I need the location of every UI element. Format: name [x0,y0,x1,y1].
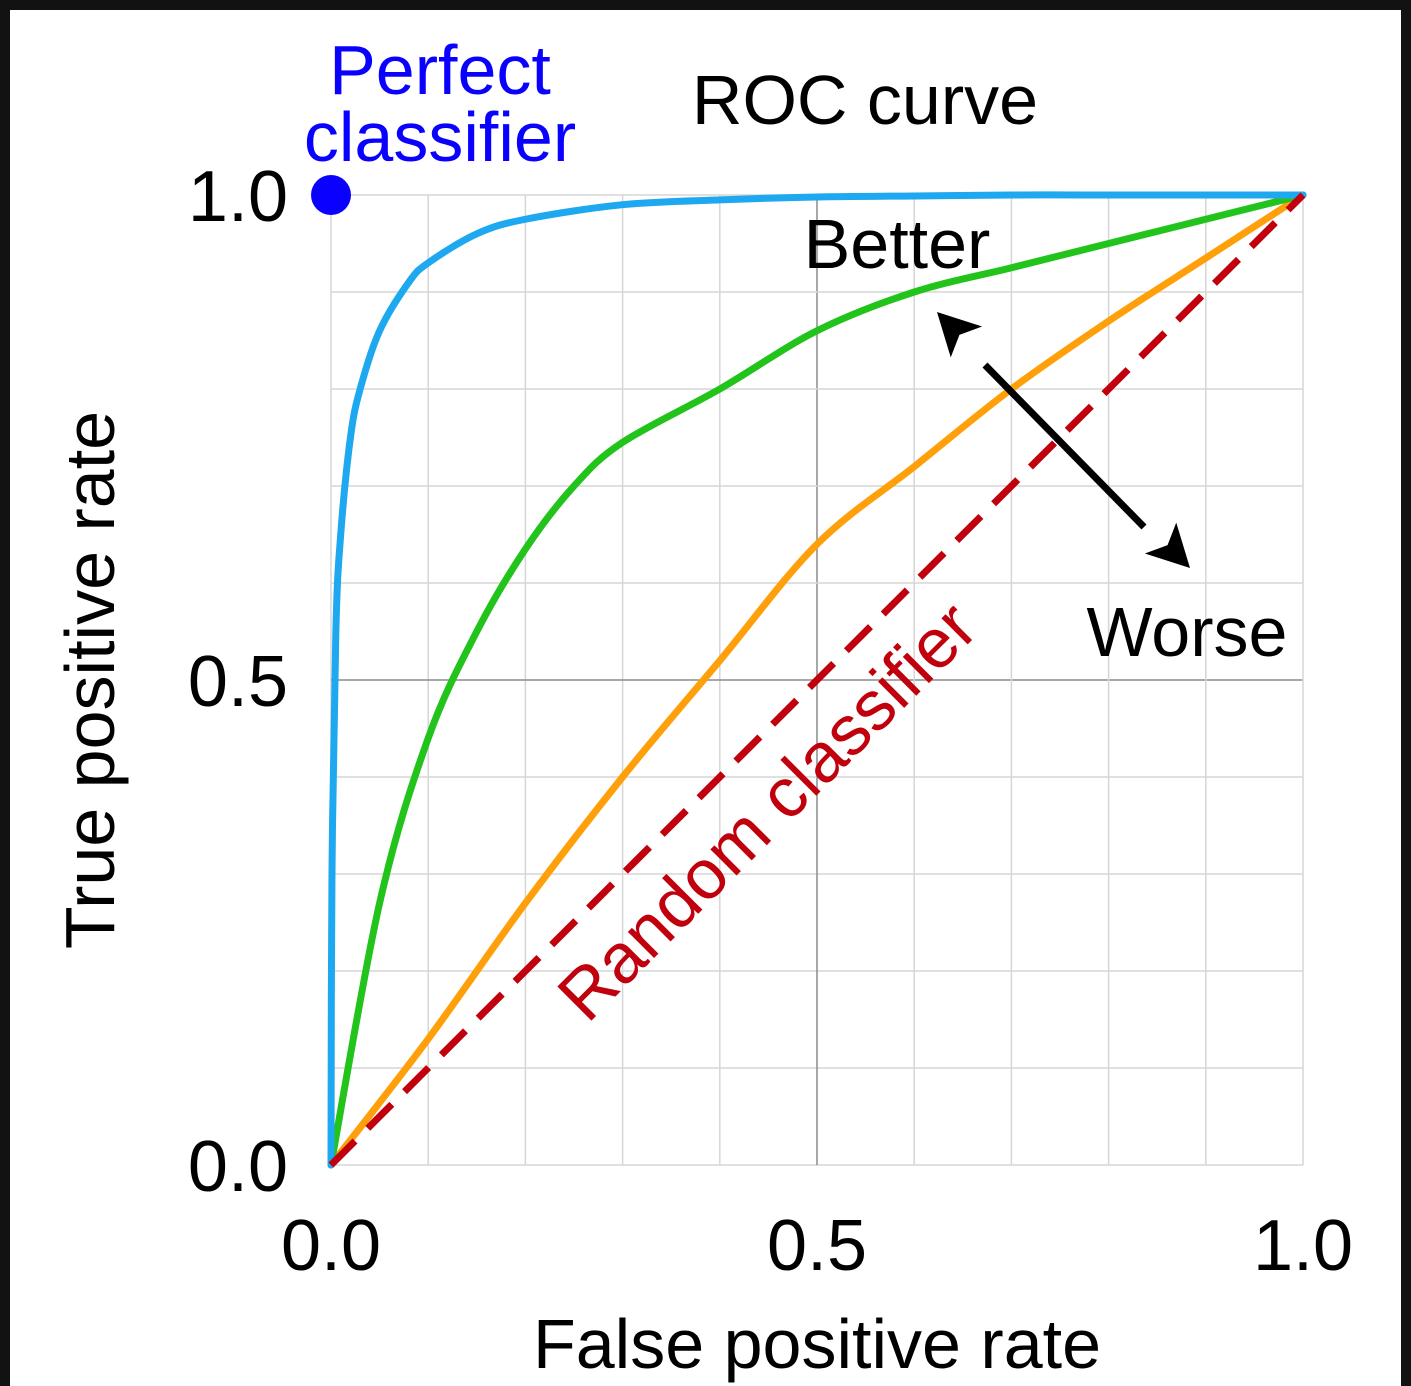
better-worse-arrow [937,312,1190,568]
x-tick-label: 0.0 [281,1206,381,1286]
chart-title: ROC curve [692,61,1038,139]
perfect-classifier-label-line2: classifier [304,98,576,176]
better-label: Better [804,205,991,283]
y-tick-label: 0.5 [188,642,288,722]
random-classifier-line [328,192,1306,1168]
roc-curve-2 [327,191,1307,1169]
perfect-classifier-point [311,175,351,215]
x-tick-labels: 0.0 0.5 1.0 [281,1206,1353,1286]
worse-label: Worse [1087,593,1288,671]
x-tick-label: 1.0 [1253,1206,1353,1286]
y-axis-label: True positive rate [51,411,129,949]
x-axis-label: False positive rate [533,1305,1101,1383]
plot-background [10,10,1401,1386]
perfect-classifier-label-line1: Perfect [329,31,551,109]
arrow-shaft [982,362,1147,530]
series [327,191,1307,1169]
points [311,175,351,215]
y-tick-label: 1.0 [188,157,288,237]
roc-curve-0 [327,191,1307,1169]
roc-curve-1 [327,191,1307,1169]
y-tick-label: 0.0 [188,1127,288,1207]
arrow-head-better-icon [937,312,983,358]
x-tick-label: 0.5 [767,1206,867,1286]
arrow-head-worse-icon [1144,522,1190,568]
y-tick-labels: 0.0 0.5 1.0 [188,157,288,1207]
